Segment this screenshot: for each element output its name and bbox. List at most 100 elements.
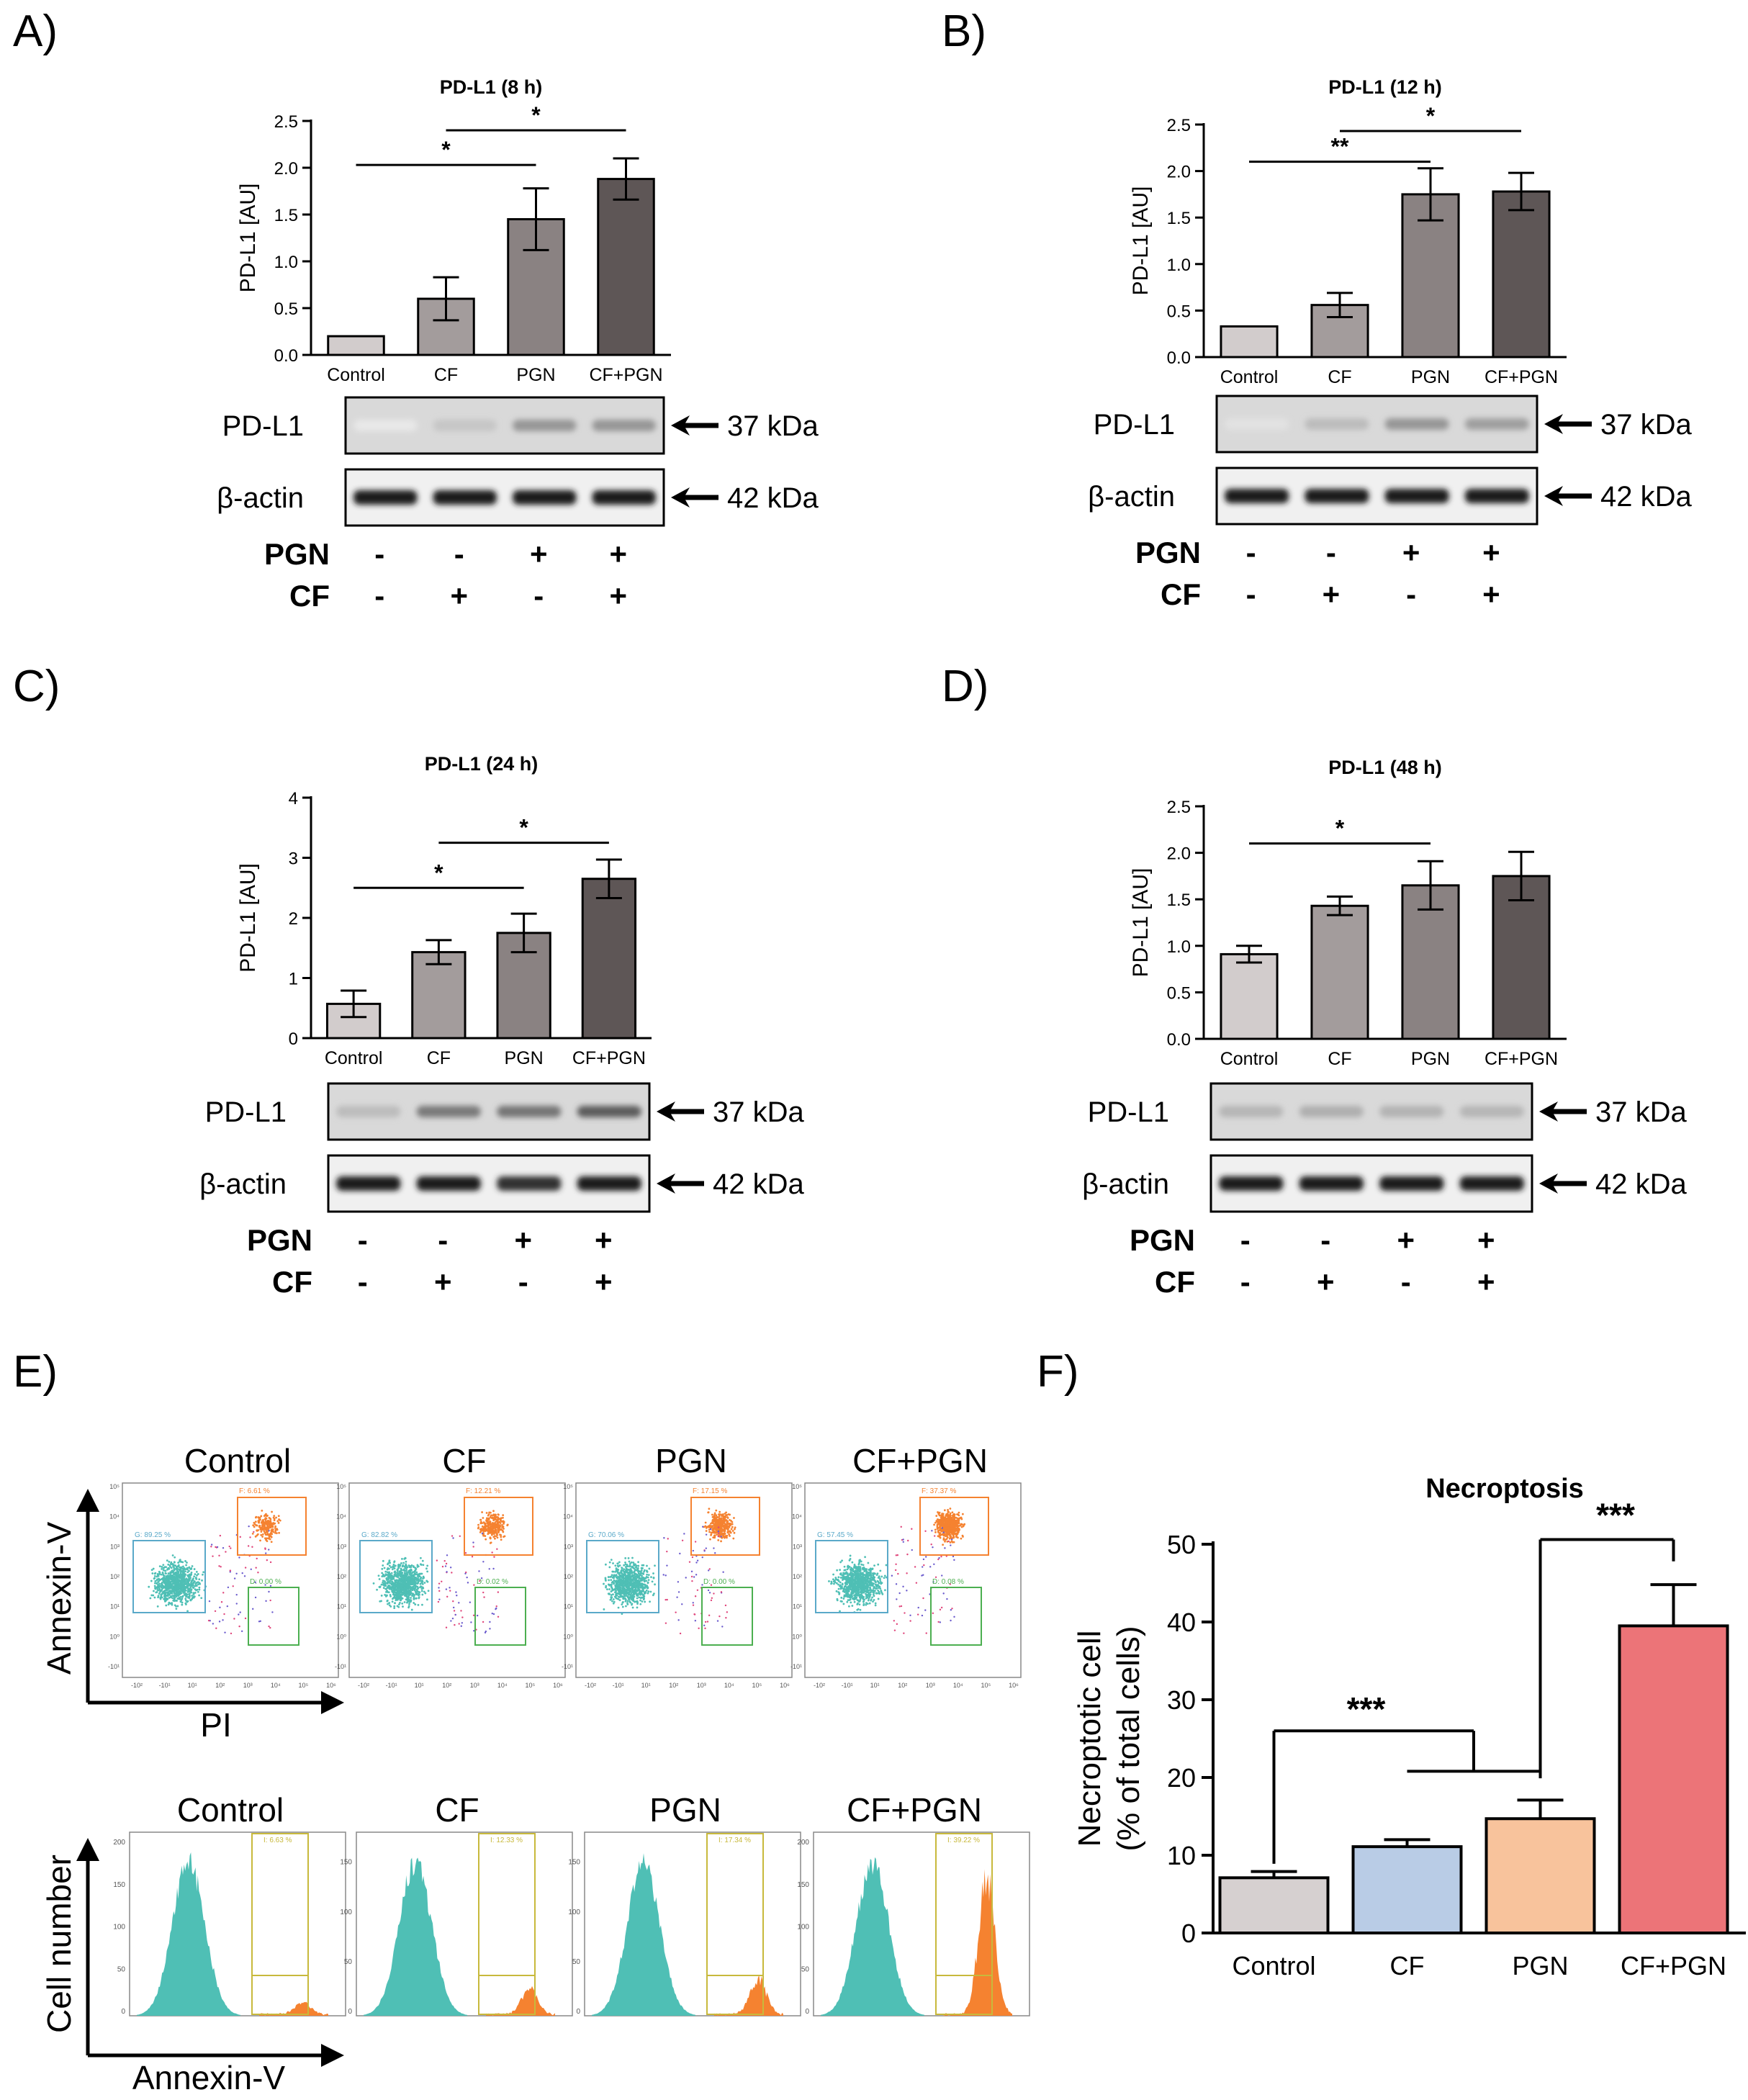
- event-dot: [492, 1523, 495, 1525]
- event-dot: [154, 1582, 156, 1585]
- event-dot: [391, 1568, 394, 1571]
- event-dot: [384, 1594, 387, 1596]
- event-dot: [472, 1614, 475, 1616]
- event-dot: [197, 1573, 199, 1575]
- event-dot: [622, 1577, 625, 1580]
- y-tick-label: 1: [289, 970, 298, 989]
- event-dot: [621, 1582, 623, 1585]
- event-dot: [487, 1517, 490, 1520]
- event-dot: [421, 1580, 424, 1583]
- event-dot: [694, 1595, 697, 1597]
- event-dot: [616, 1577, 619, 1579]
- event-dot: [271, 1611, 274, 1613]
- event-dot: [405, 1598, 407, 1601]
- event-dot: [635, 1564, 638, 1567]
- event-dot: [636, 1570, 639, 1573]
- bar-control: [1220, 952, 1279, 1040]
- event-dot: [407, 1594, 410, 1597]
- event-dot: [494, 1537, 496, 1540]
- treatment-sign: -: [1246, 577, 1256, 611]
- event-dot: [854, 1590, 857, 1593]
- event-dot: [718, 1513, 721, 1515]
- event-dot: [422, 1587, 425, 1590]
- event-dot: [879, 1580, 882, 1583]
- event-dot: [501, 1526, 504, 1528]
- event-dot: [497, 1530, 500, 1533]
- event-dot: [254, 1520, 257, 1523]
- event-dot: [174, 1600, 176, 1602]
- event-dot: [629, 1577, 631, 1579]
- event-dot: [198, 1582, 201, 1585]
- event-dot: [276, 1528, 279, 1531]
- event-dot: [479, 1579, 481, 1582]
- x-tick-label: Control: [327, 365, 385, 385]
- event-dot: [718, 1515, 721, 1518]
- event-dot: [402, 1562, 405, 1564]
- event-dot: [486, 1520, 489, 1523]
- event-dot: [266, 1527, 269, 1530]
- event-dot: [729, 1530, 731, 1533]
- event-dot: [856, 1587, 859, 1590]
- event-dot: [489, 1521, 492, 1524]
- event-dot: [724, 1527, 727, 1530]
- event-dot: [828, 1580, 830, 1582]
- event-dot: [644, 1600, 647, 1603]
- event-dot: [381, 1567, 384, 1570]
- event-dot: [873, 1582, 875, 1585]
- event-dot: [630, 1569, 633, 1572]
- event-dot: [162, 1564, 165, 1567]
- event-dot: [857, 1608, 860, 1610]
- event-dot: [830, 1582, 832, 1585]
- event-dot: [393, 1607, 396, 1610]
- event-dot: [691, 1556, 694, 1559]
- event-dot: [709, 1538, 711, 1541]
- event-dot: [873, 1590, 876, 1592]
- event-dot: [177, 1570, 179, 1573]
- blot-arrow: [1544, 414, 1592, 434]
- event-dot: [192, 1595, 195, 1597]
- event-dot: [616, 1564, 619, 1567]
- dot-y-tick-label: 10⁵: [336, 1483, 346, 1490]
- event-dot: [270, 1541, 273, 1544]
- event-dot: [387, 1603, 389, 1605]
- dot-x-tick-label: 10³: [243, 1682, 253, 1689]
- event-dot: [691, 1579, 693, 1582]
- event-dot: [482, 1561, 485, 1563]
- event-dot: [869, 1588, 872, 1591]
- event-dot: [835, 1582, 838, 1585]
- event-dot: [627, 1592, 630, 1595]
- blot-protein-label: PD-L1: [1088, 1096, 1169, 1128]
- event-dot: [491, 1531, 494, 1534]
- event-dot: [713, 1523, 716, 1526]
- gate-label-g: G: 70.06 %: [588, 1531, 624, 1539]
- event-dot: [706, 1621, 709, 1623]
- event-dot: [405, 1582, 408, 1585]
- event-dot: [629, 1571, 631, 1574]
- event-dot: [264, 1533, 267, 1536]
- event-dot: [503, 1520, 505, 1523]
- event-dot: [241, 1572, 243, 1574]
- dot-y-tick-label: 10⁰: [336, 1633, 346, 1640]
- event-dot: [177, 1565, 180, 1568]
- event-dot: [261, 1533, 264, 1536]
- event-dot: [654, 1564, 656, 1567]
- dot-y-tick-label: 10⁴: [109, 1513, 120, 1520]
- x-tick-label: Control: [1220, 1049, 1279, 1069]
- event-dot: [630, 1584, 633, 1587]
- event-dot: [496, 1520, 499, 1523]
- event-dot: [610, 1583, 613, 1586]
- event-dot: [410, 1568, 413, 1571]
- event-dot: [710, 1584, 713, 1586]
- event-dot: [620, 1595, 622, 1597]
- event-dot: [642, 1596, 645, 1599]
- event-dot: [634, 1564, 636, 1567]
- event-dot: [413, 1595, 415, 1597]
- event-dot: [164, 1587, 167, 1590]
- event-dot: [653, 1592, 655, 1595]
- event-dot: [637, 1577, 640, 1579]
- dot-y-tick-label: -10¹: [335, 1663, 346, 1670]
- blot-band: [592, 490, 656, 505]
- event-dot: [488, 1523, 491, 1526]
